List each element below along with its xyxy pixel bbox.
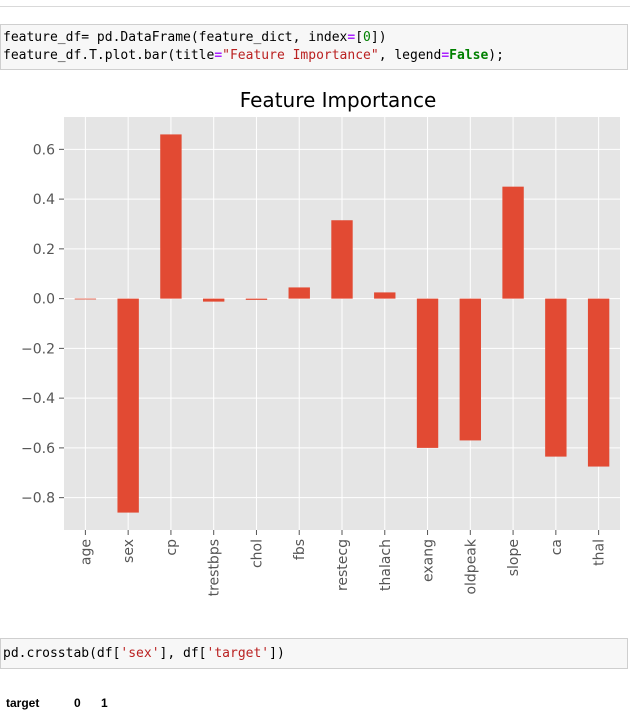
x-tick-label: age (78, 539, 94, 565)
y-tick-label: −0.2 (21, 341, 55, 357)
bar-sex (117, 298, 139, 513)
x-tick-label: thalach (378, 539, 394, 591)
x-tick-label: ca (549, 539, 565, 555)
bar-trestbps (203, 298, 225, 302)
crosstab-header-label: target (6, 696, 40, 710)
x-tick-label: restecg (335, 539, 351, 591)
y-tick-label: 0.6 (33, 142, 55, 158)
bar-chol (245, 298, 268, 300)
y-tick-label: 0.0 (33, 292, 55, 308)
y-tick-label: −0.4 (21, 391, 55, 407)
x-tick-label: thal (592, 539, 608, 566)
crosstab-column-header: 1 (101, 696, 108, 710)
bar-oldpeak (459, 298, 481, 441)
bar-slope (502, 186, 524, 299)
code-cell-crosstab[interactable]: pd.crosstab(df['sex'], df['target']) (0, 638, 628, 669)
y-tick-label: 0.4 (33, 192, 55, 208)
x-tick-label: fbs (292, 539, 308, 560)
x-tick-label: sex (121, 539, 137, 563)
code-line: pd.crosstab(df['sex'], df['target']) (3, 646, 285, 661)
code-line: feature_df= pd.DataFrame(feature_dict, i… (3, 30, 387, 45)
bar-age (74, 298, 97, 300)
code-cell-feature-plot[interactable]: feature_df= pd.DataFrame(feature_dict, i… (0, 24, 628, 70)
chart-title: Feature Importance (240, 88, 437, 112)
x-tick-label: slope (506, 539, 522, 576)
bar-restecg (331, 220, 353, 299)
x-tick-label: chol (249, 539, 265, 568)
bar-thalach (374, 292, 396, 299)
code-line: feature_df.T.plot.bar(title="Feature Imp… (3, 48, 504, 63)
x-tick-label: exang (421, 539, 437, 582)
crosstab-column-header: 0 (74, 696, 81, 710)
feature-importance-chart: 0.6 0.4 0.2 0.0 −0.2 −0.4 −0.6 −0.8 age sex cp tres… (21, 88, 620, 596)
y-tick-label: 0.2 (33, 242, 55, 258)
bar-exang (416, 298, 439, 448)
y-tick-label: −0.8 (21, 491, 55, 507)
y-tick-label: −0.6 (21, 441, 55, 457)
x-tick-label: cp (164, 539, 180, 556)
top-divider (0, 6, 630, 7)
x-tick-label: oldpeak (463, 538, 479, 594)
bar-ca (545, 298, 567, 457)
bar-fbs (288, 287, 310, 299)
x-tick-label: trestbps (207, 539, 223, 596)
bar-thal (587, 298, 610, 467)
bar-cp (160, 134, 182, 299)
